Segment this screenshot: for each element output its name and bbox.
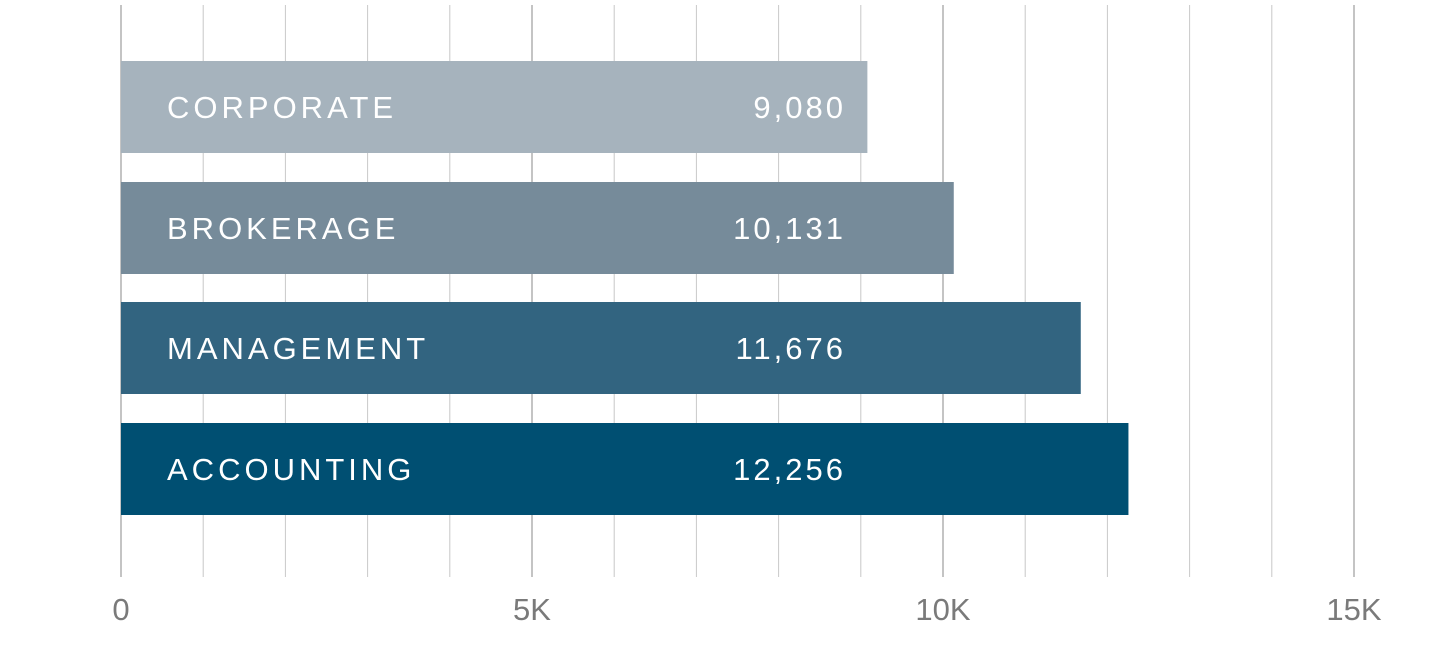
category-label: ACCOUNTING [167, 452, 415, 487]
bar-group: ACCOUNTING 12,256 [121, 423, 1129, 515]
x-tick-label: 10K [915, 592, 970, 627]
bar [121, 182, 954, 274]
category-label: CORPORATE [167, 90, 397, 125]
category-label: BROKERAGE [167, 211, 399, 246]
x-tick-label: 15K [1326, 592, 1381, 627]
bar-group: MANAGEMENT 11,676 [121, 302, 1081, 394]
bar [121, 302, 1081, 394]
category-label: MANAGEMENT [167, 331, 429, 366]
x-tick-label: 0 [112, 592, 129, 627]
bar-group: CORPORATE 9,080 [121, 61, 868, 153]
x-axis-ticks: 0 5K 10K 15K [112, 592, 1382, 627]
bar [121, 61, 868, 153]
value-label: 11,676 [735, 331, 846, 366]
bar-group: BROKERAGE 10,131 [121, 182, 954, 274]
value-label: 10,131 [733, 211, 846, 246]
value-label: 9,080 [753, 90, 846, 125]
bar [121, 423, 1129, 515]
x-tick-label: 5K [513, 592, 551, 627]
bars: CORPORATE 9,080 BROKERAGE 10,131 MANAGEMENT 1… [121, 61, 1129, 515]
value-label: 12,256 [733, 452, 846, 487]
